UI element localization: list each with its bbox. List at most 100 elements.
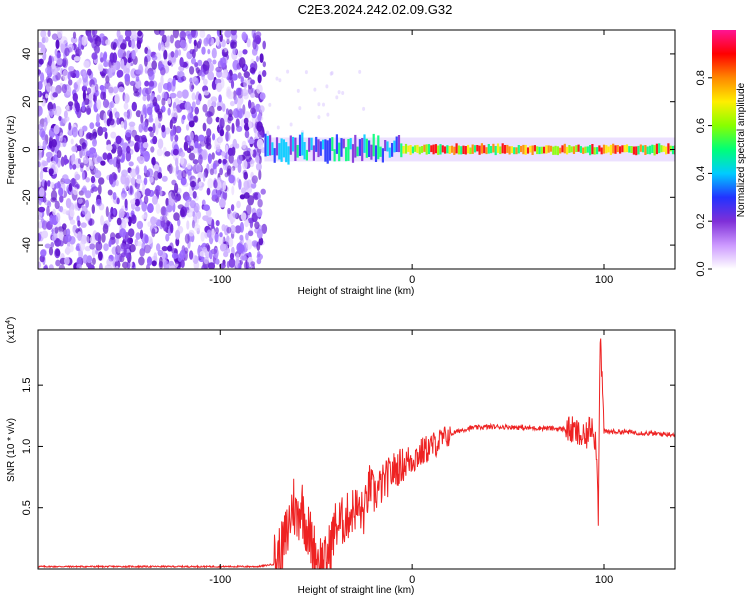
- signal-cell: [669, 145, 672, 152]
- signal-cell: [540, 146, 543, 154]
- noise-cell: [166, 204, 173, 213]
- noise-cell: [256, 121, 263, 132]
- colorbar-gradient: [712, 30, 736, 269]
- noise-cell: [54, 182, 62, 189]
- noise-cell: [157, 138, 164, 150]
- signal-cell: [586, 146, 589, 153]
- noise-cell: [85, 133, 90, 140]
- signal-cell: [434, 144, 437, 154]
- noise-cell: [181, 169, 187, 179]
- noise-cell: [161, 175, 168, 182]
- noise-cell: [61, 83, 67, 94]
- signal-cell: [467, 144, 470, 154]
- signal-cell: [522, 144, 525, 155]
- noise-cell: [112, 208, 116, 216]
- noise-cell: [98, 251, 103, 261]
- noise-speck: [298, 106, 302, 111]
- noise-cell: [160, 75, 164, 86]
- noise-cell: [189, 250, 194, 260]
- noise-cell: [108, 85, 114, 96]
- noise-cell: [65, 198, 72, 209]
- colorbar: 0.0 0.2 0.4 0.6 0.8 Normalized spectral ampl…: [695, 30, 747, 277]
- noise-cell: [206, 137, 210, 144]
- noise-cell: [73, 56, 81, 62]
- noise-cell: [249, 67, 256, 74]
- noise-cell: [91, 30, 98, 36]
- noise-cell: [190, 30, 196, 38]
- snr-multiplier-exp: 4: [5, 320, 12, 324]
- noise-cell: [78, 248, 83, 260]
- noise-cell: [82, 254, 89, 264]
- signal-cell: [271, 142, 274, 156]
- signal-cell: [625, 144, 629, 153]
- noise-cell: [120, 43, 127, 50]
- noise-cell: [109, 174, 114, 185]
- y-tick-label: 1.5: [21, 378, 33, 393]
- noise-cell: [102, 99, 110, 108]
- noise-cell: [166, 81, 172, 92]
- signal-cell: [582, 147, 585, 154]
- noise-cell: [218, 94, 222, 103]
- noise-cell: [100, 215, 104, 226]
- noise-cell: [139, 229, 144, 240]
- signal-cell: [356, 146, 359, 157]
- noise-speck: [325, 84, 329, 89]
- signal-cell: [273, 148, 276, 163]
- y-tick-label: -20: [21, 189, 33, 205]
- noise-cell: [120, 120, 125, 129]
- snr-x-ticks: -100 0 100: [209, 330, 613, 586]
- noise-cell: [161, 34, 167, 43]
- noise-cell: [219, 117, 225, 129]
- noise-cell: [262, 40, 267, 50]
- noise-cell: [134, 78, 142, 89]
- noise-cell: [212, 133, 216, 141]
- noise-cell: [135, 110, 142, 118]
- x-tick-label: 0: [409, 274, 415, 286]
- signal-cell: [561, 145, 564, 153]
- noise-cell: [225, 124, 231, 132]
- y-tick-label: 1.0: [21, 439, 33, 454]
- noise-cell: [133, 91, 140, 97]
- signal-cell: [427, 144, 431, 154]
- noise-cell: [91, 257, 96, 265]
- noise-cell: [151, 228, 156, 238]
- noise-cell: [70, 36, 78, 44]
- noise-cell: [38, 90, 41, 98]
- signal-cell: [658, 143, 661, 154]
- noise-cell: [203, 37, 209, 47]
- noise-cell: [237, 100, 242, 111]
- noise-cell: [192, 48, 196, 59]
- noise-cell: [131, 101, 137, 112]
- noise-cell: [66, 85, 72, 96]
- noise-cell: [97, 184, 102, 195]
- signal-cell: [354, 134, 357, 158]
- signal-cell: [278, 143, 281, 160]
- noise-cell: [94, 45, 100, 54]
- noise-cell: [230, 204, 235, 212]
- noise-cell: [89, 122, 95, 130]
- noise-cell: [75, 70, 80, 79]
- noise-speck: [289, 122, 293, 127]
- noise-cell: [192, 191, 197, 199]
- noise-cell: [86, 107, 92, 115]
- signal-cell: [292, 136, 295, 152]
- noise-cell: [98, 177, 105, 185]
- noise-cell: [208, 250, 213, 260]
- noise-cell: [215, 66, 223, 73]
- noise-cell: [245, 232, 249, 241]
- signal-cell: [395, 136, 398, 152]
- signal-cell: [623, 145, 626, 153]
- noise-cell: [216, 82, 223, 93]
- noise-cell: [153, 30, 161, 35]
- noise-cell: [52, 92, 58, 98]
- signal-cell: [418, 146, 421, 155]
- noise-cell: [193, 39, 197, 47]
- noise-cell: [192, 115, 198, 123]
- signal-cell: [370, 144, 373, 160]
- noise-cell: [79, 241, 86, 252]
- noise-cell: [180, 151, 186, 158]
- noise-cell: [177, 127, 181, 133]
- noise-cell: [81, 101, 86, 112]
- noise-cell: [214, 138, 221, 148]
- signal-cell: [324, 139, 327, 162]
